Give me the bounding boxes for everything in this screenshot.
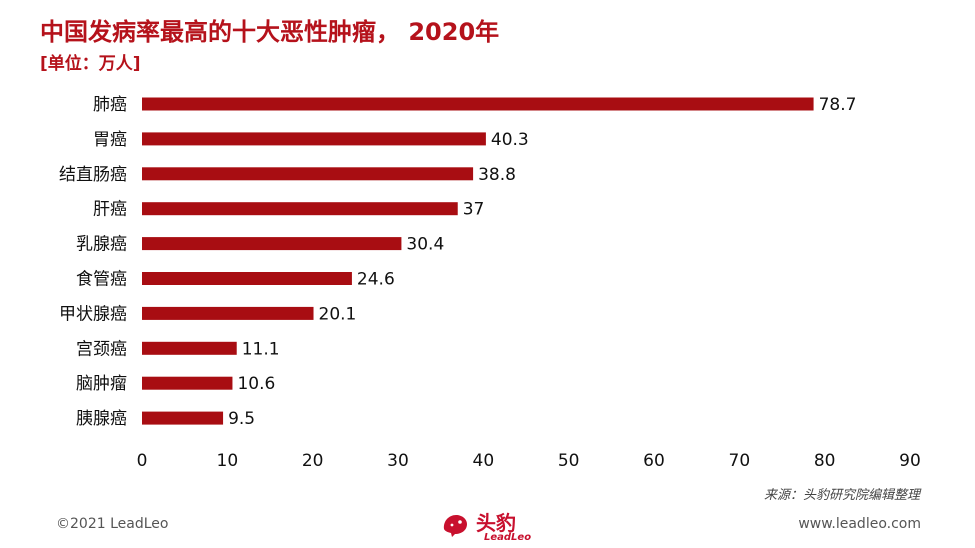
- x-tick-label: 60: [643, 451, 665, 471]
- category-label: 胃癌: [93, 130, 127, 150]
- bar: [142, 167, 474, 181]
- x-tick-label: 90: [899, 451, 921, 471]
- x-tick-label: 10: [217, 451, 239, 471]
- website-url: www.leadleo.com: [798, 516, 921, 532]
- value-label: 20.1: [319, 304, 357, 324]
- value-label: 37: [463, 200, 485, 220]
- bar: [142, 341, 237, 355]
- category-label: 肺癌: [93, 95, 127, 115]
- bar: [142, 272, 352, 285]
- x-tick-label: 70: [729, 451, 751, 471]
- bar: [142, 132, 486, 146]
- source-note: 来源：头豹研究院编辑整理: [763, 488, 920, 503]
- value-label: 40.3: [491, 130, 529, 150]
- bar: [142, 306, 314, 320]
- category-label: 结直肠癌: [59, 165, 127, 185]
- unit-label: [单位：万人]: [40, 54, 141, 74]
- value-label: 24.6: [357, 270, 395, 290]
- chart-title: 中国发病率最高的十大恶性肿瘤， 2020年: [40, 18, 500, 46]
- copyright-text: ©2021 LeadLeo: [56, 516, 169, 532]
- value-label: 10.6: [237, 374, 275, 394]
- bar: [142, 411, 224, 425]
- x-tick-label: 20: [302, 451, 324, 471]
- category-label: 宫颈癌: [76, 339, 127, 359]
- x-tick-label: 80: [814, 451, 836, 471]
- category-label: 甲状腺癌: [59, 304, 127, 324]
- bar: [142, 237, 402, 251]
- x-tick-label: 30: [387, 451, 409, 471]
- value-label: 38.8: [478, 165, 516, 185]
- bar: [142, 376, 233, 390]
- leadleo-logo: 头豹 LeadLeo: [440, 503, 560, 547]
- x-tick-label: 40: [473, 451, 495, 471]
- category-label: 脑肿瘤: [76, 374, 127, 394]
- bar: [142, 202, 458, 216]
- value-label: 11.1: [242, 339, 280, 359]
- x-tick-label: 50: [558, 451, 580, 471]
- logo-subtitle: LeadLeo: [484, 532, 532, 543]
- category-label: 肝癌: [93, 200, 127, 220]
- x-tick-label: 0: [137, 451, 148, 471]
- logo-name: 头豹: [476, 511, 516, 535]
- category-label: 食管癌: [76, 270, 127, 290]
- bar: [142, 97, 814, 111]
- category-label: 乳腺癌: [76, 235, 127, 255]
- value-label: 30.4: [406, 235, 444, 255]
- value-label: 78.7: [819, 95, 857, 115]
- value-label: 9.5: [228, 409, 255, 429]
- leopard-icon: [443, 515, 467, 537]
- category-label: 胰腺癌: [76, 409, 127, 429]
